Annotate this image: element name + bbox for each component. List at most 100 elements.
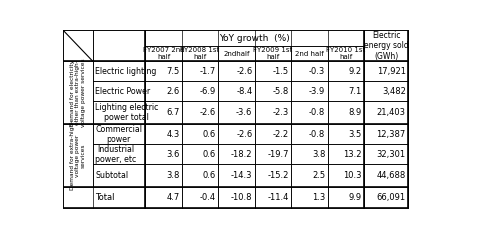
Text: 3.8: 3.8 [166,171,179,181]
Text: -6.9: -6.9 [200,87,216,96]
Bar [92,101,146,124]
Text: Electric Power: Electric Power [95,87,150,96]
Text: -5.8: -5.8 [272,87,289,96]
Bar [92,165,146,187]
Bar [291,187,328,207]
Bar [328,46,364,61]
Text: -11.4: -11.4 [268,193,289,202]
Bar [182,46,218,61]
Bar [364,144,408,165]
Bar [291,46,328,61]
Text: 3.8: 3.8 [312,150,325,159]
Text: -0.3: -0.3 [309,67,325,76]
Bar [328,61,364,81]
Bar [182,165,218,187]
Bar [254,81,291,101]
Text: -0.4: -0.4 [200,193,216,202]
Bar [328,124,364,144]
Text: -15.2: -15.2 [268,171,289,181]
Text: 12,387: 12,387 [376,130,406,139]
Text: 3.5: 3.5 [348,130,362,139]
Text: 0.6: 0.6 [202,130,216,139]
Bar [182,144,218,165]
Bar [218,101,254,124]
Text: -2.6: -2.6 [236,130,252,139]
Text: 21,403: 21,403 [377,108,406,117]
Bar [146,144,182,165]
Bar [92,61,146,81]
Bar [218,187,254,207]
Bar [146,61,182,81]
Text: -2.2: -2.2 [272,130,289,139]
Bar [146,46,182,61]
Bar [291,101,328,124]
Text: 2nd half: 2nd half [295,50,324,57]
Text: 2ndhalf: 2ndhalf [223,50,250,57]
Bar [254,187,291,207]
Text: Subtotal: Subtotal [95,171,128,181]
Bar [64,30,408,207]
Text: 4.3: 4.3 [166,130,179,139]
Bar [218,144,254,165]
Text: -14.3: -14.3 [231,171,252,181]
Text: 3.6: 3.6 [166,150,179,159]
Text: Industrial
power, etc: Industrial power, etc [95,145,136,164]
Text: 6.7: 6.7 [166,108,179,117]
Text: Electric
energy sold
(GWh): Electric energy sold (GWh) [364,31,408,61]
Text: 2.5: 2.5 [312,171,325,181]
Text: FY2008 1st
half: FY2008 1st half [180,47,220,60]
Text: -3.9: -3.9 [309,87,325,96]
Bar [328,101,364,124]
Bar [328,165,364,187]
Text: -10.8: -10.8 [231,193,252,202]
Bar [146,124,182,144]
Bar [92,124,146,144]
Text: 2.6: 2.6 [166,87,179,96]
Bar [218,165,254,187]
Text: -2.3: -2.3 [272,108,289,117]
Bar [218,124,254,144]
Text: -0.8: -0.8 [309,108,325,117]
Bar [182,61,218,81]
Text: FY2010 1st
half: FY2010 1st half [326,47,366,60]
Text: -8.4: -8.4 [236,87,252,96]
Text: 0.6: 0.6 [202,150,216,159]
Bar [92,81,146,101]
Bar [364,124,408,144]
Bar [64,124,92,187]
Bar [364,187,408,207]
Text: -1.7: -1.7 [200,67,216,76]
Bar [64,187,146,207]
Text: 9.9: 9.9 [348,193,362,202]
Bar [291,81,328,101]
Bar [182,187,218,207]
Bar [254,144,291,165]
Bar [146,81,182,101]
Bar [291,144,328,165]
Bar [146,187,182,207]
Text: -19.7: -19.7 [268,150,289,159]
Text: Total: Total [94,193,114,202]
Text: 7.5: 7.5 [166,67,179,76]
Bar [146,165,182,187]
Bar [146,101,182,124]
Text: 66,091: 66,091 [376,193,406,202]
Bar [291,124,328,144]
Bar [254,101,291,124]
Bar [254,165,291,187]
Text: 3,482: 3,482 [382,87,406,96]
Text: 0.6: 0.6 [202,171,216,181]
Text: Electric lighting: Electric lighting [95,67,156,76]
Bar [364,101,408,124]
Text: 9.2: 9.2 [348,67,362,76]
Text: 32,301: 32,301 [376,150,406,159]
Bar [64,61,92,124]
Bar [364,30,408,61]
Text: -2.6: -2.6 [200,108,216,117]
Bar [218,61,254,81]
Bar [254,61,291,81]
Bar [328,187,364,207]
Bar [291,61,328,81]
Bar [364,61,408,81]
Bar [92,30,146,61]
